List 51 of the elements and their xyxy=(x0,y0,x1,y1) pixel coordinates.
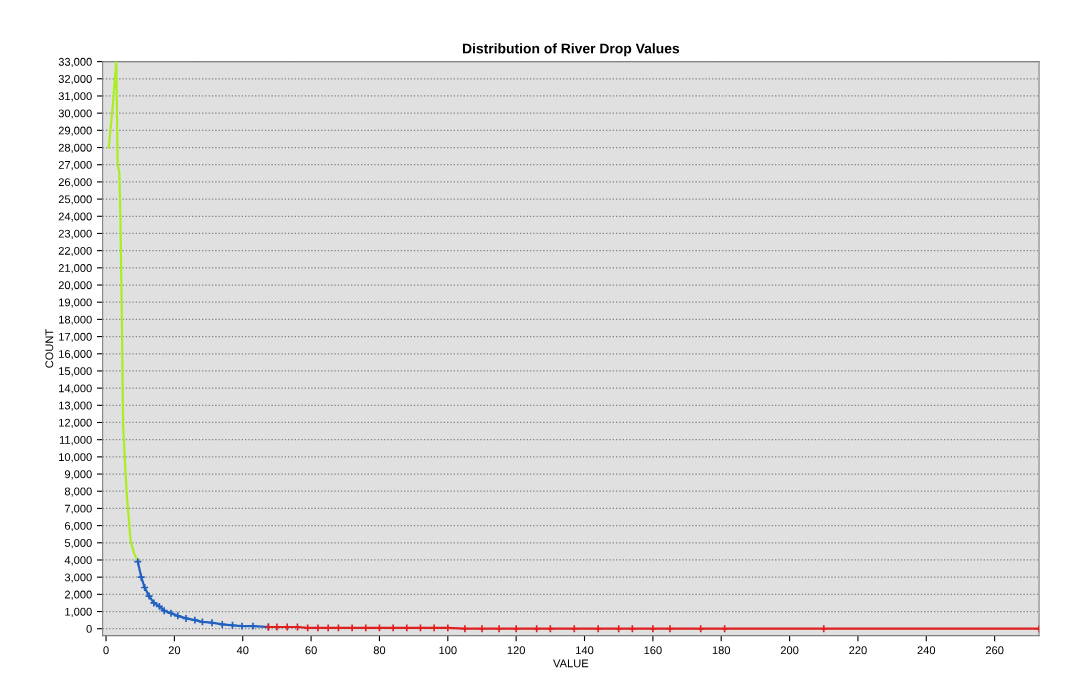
x-tick-label: 260 xyxy=(985,646,1004,655)
y-tick-label: 14,000 xyxy=(59,384,92,394)
y-axis-title: COUNT xyxy=(45,329,54,368)
y-tick-label: 10,000 xyxy=(59,453,92,463)
y-tick-label: 31,000 xyxy=(58,92,92,102)
x-tick-label: 120 xyxy=(507,646,525,655)
chart-title: Distribution of River Drop Values xyxy=(462,43,680,57)
x-tick-label: 140 xyxy=(576,646,594,655)
y-tick-label: 13,000 xyxy=(59,401,92,411)
y-tick-label: 29,000 xyxy=(58,126,92,136)
y-tick-label: 15,000 xyxy=(59,367,92,377)
y-tick-label: 17,000 xyxy=(59,332,92,343)
y-tick-label: 11,000 xyxy=(59,435,92,446)
x-tick-label: 100 xyxy=(439,646,457,655)
x-axis-title: VALUE xyxy=(553,659,589,668)
y-tick-label: 16,000 xyxy=(59,350,92,360)
y-tick-label: 12,000 xyxy=(59,418,92,428)
y-tick-label: 0 xyxy=(86,624,92,633)
y-tick-label: 24,000 xyxy=(58,212,92,222)
x-tick-label: 60 xyxy=(305,646,317,655)
y-tick-label: 6,000 xyxy=(64,521,92,532)
y-tick-label: 5,000 xyxy=(64,539,92,549)
y-tick-label: 1,000 xyxy=(65,607,92,617)
y-tick-label: 26,000 xyxy=(58,178,92,188)
y-tick-label: 8,000 xyxy=(64,487,92,497)
y-tick-label: 18,000 xyxy=(59,315,92,325)
x-tick-label: 80 xyxy=(373,646,386,655)
y-tick-label: 9,000 xyxy=(64,470,92,480)
y-tick-label: 32,000 xyxy=(58,75,92,85)
y-tick-label: 30,000 xyxy=(58,109,92,119)
y-tick-label: 23,000 xyxy=(58,229,92,239)
y-tick-label: 20,000 xyxy=(58,281,92,291)
y-tick-label: 3,000 xyxy=(64,573,92,583)
x-tick-label: 20 xyxy=(168,646,181,655)
x-tick-label: 220 xyxy=(849,646,867,655)
y-tick-label: 19,000 xyxy=(59,298,92,308)
x-tick-label: 160 xyxy=(644,646,662,655)
y-tick-label: 27,000 xyxy=(58,160,92,171)
x-tick-label: 240 xyxy=(917,646,936,655)
y-tick-label: 25,000 xyxy=(58,195,92,205)
y-tick-label: 7,000 xyxy=(64,504,92,514)
y-tick-label: 22,000 xyxy=(58,246,92,257)
x-tick-label: 40 xyxy=(236,646,249,655)
y-tick-label: 4,000 xyxy=(64,556,92,566)
x-tick-label: 200 xyxy=(780,646,799,655)
x-tick-label: 0 xyxy=(103,646,109,655)
y-tick-label: 33,000 xyxy=(58,57,92,68)
y-tick-label: 2,000 xyxy=(64,590,92,600)
x-tick-label: 180 xyxy=(712,646,731,655)
y-tick-label: 28,000 xyxy=(58,143,92,153)
y-tick-label: 21,000 xyxy=(58,264,92,274)
